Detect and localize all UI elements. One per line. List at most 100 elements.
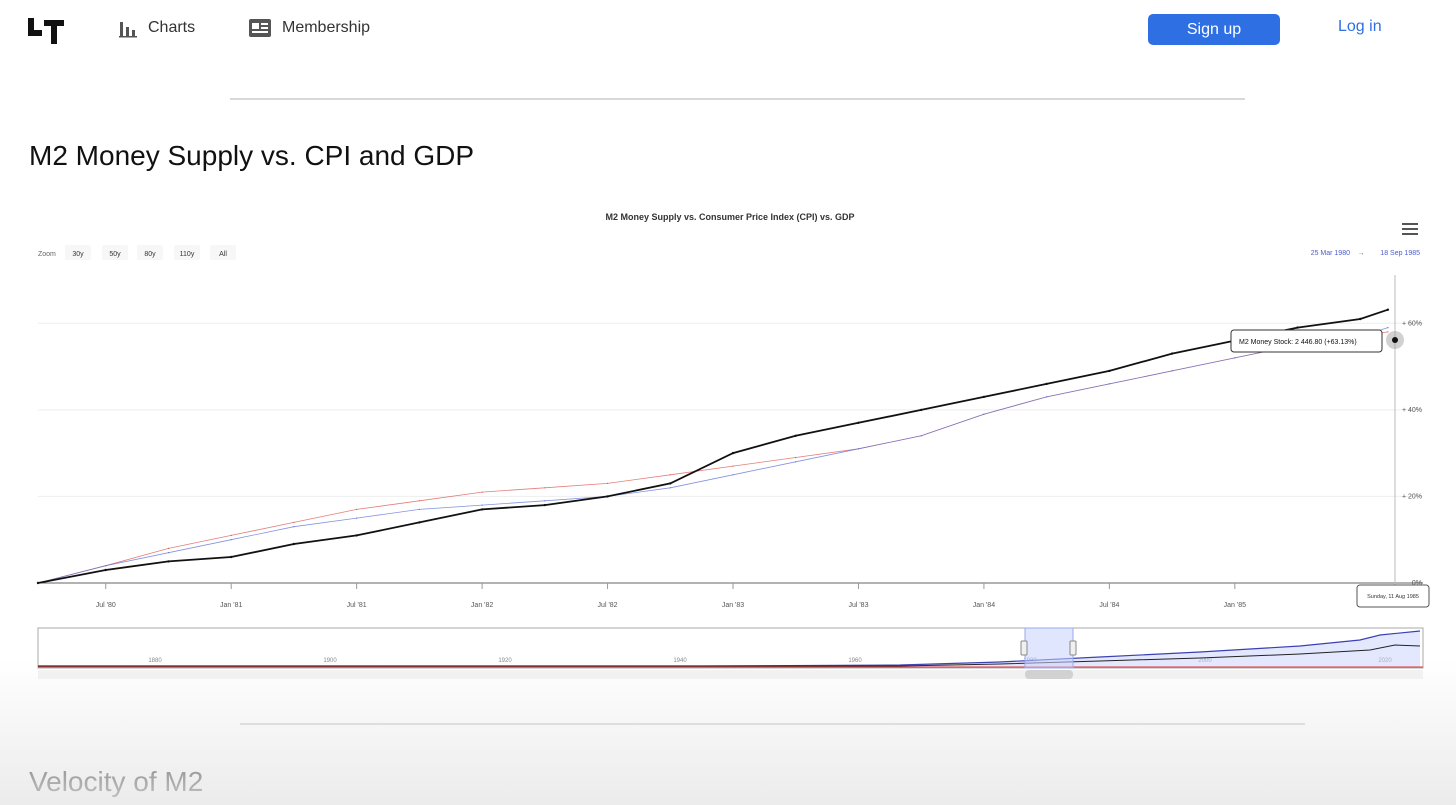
series-line-gdp (37, 327, 1389, 584)
page-title: M2 Money Supply vs. CPI and GDP (29, 140, 475, 171)
navigator[interactable]: 18801900192019401960198020002020 (37, 627, 1424, 679)
data-point (167, 560, 170, 563)
zoom-button-label: 50y (109, 251, 121, 258)
hamburger-icon (1402, 223, 1418, 235)
navigator-scrollbar-thumb[interactable] (1025, 670, 1073, 679)
data-point (1387, 327, 1389, 329)
navigator-tick-label: 1900 (323, 658, 337, 664)
x-tick-label: Jul '83 (848, 602, 868, 609)
zoom-button-label: All (219, 251, 227, 258)
data-point (293, 521, 295, 523)
data-point (732, 465, 734, 467)
x-tick-label: Jul '81 (347, 602, 367, 609)
zoom-button-label: 80y (144, 251, 156, 258)
data-point (481, 491, 483, 493)
data-point (418, 508, 420, 510)
data-point (669, 487, 671, 489)
range-from[interactable]: 25 Mar 1980 (1311, 250, 1350, 257)
zoom-button-30y[interactable]: 30y (65, 245, 91, 260)
data-point (1359, 317, 1362, 321)
navigator-tick-label: 1880 (148, 658, 162, 664)
data-point (293, 526, 295, 528)
divider-bottom (240, 723, 1305, 725)
bottom-fade-overlay (0, 660, 1456, 805)
y-tick-label: + 20% (1402, 493, 1422, 500)
data-point (920, 435, 922, 437)
data-point (543, 503, 546, 507)
x-axis: Jul '80 Jan '81 Jul '81 Jan '82 Jul '82 Jan '… (96, 583, 1246, 609)
hover-point (1392, 337, 1398, 343)
data-point (920, 408, 923, 412)
navigator-tick-label: 1960 (848, 658, 862, 664)
y-tick-label: + 60% (1402, 320, 1422, 327)
data-point (104, 568, 107, 572)
membership-card-icon (249, 19, 271, 37)
data-point (1170, 352, 1174, 355)
crosshair-date-text: Sunday, 11 Aug 1985 (1367, 594, 1419, 600)
data-point (1108, 383, 1110, 385)
data-point (544, 487, 546, 489)
chart-menu-button[interactable] (1398, 220, 1422, 240)
zoom-button-group: 30y 50y 80y 110y All (65, 245, 236, 260)
plot-grid (38, 322, 1423, 584)
data-point (230, 539, 232, 541)
nav-membership-link[interactable]: Membership (248, 18, 370, 38)
data-point (292, 542, 296, 546)
data-point (356, 508, 358, 510)
log-in-link[interactable]: Log in (1338, 18, 1382, 35)
data-point (669, 474, 671, 476)
zoom-button-50y[interactable]: 50y (102, 245, 128, 260)
data-point (1386, 308, 1390, 311)
data-point (795, 461, 797, 463)
data-point (795, 456, 797, 459)
data-point (983, 413, 985, 415)
x-tick-label: Jul '84 (1099, 602, 1119, 609)
series-line-cpi (37, 331, 1388, 584)
y-tick-label: + 40% (1402, 407, 1422, 414)
zoom-button-80y[interactable]: 80y (137, 245, 163, 260)
zoom-label: Zoom (38, 251, 56, 258)
data-point (1046, 396, 1048, 398)
navigator-left-handle[interactable] (1020, 640, 1028, 656)
x-tick-label: Jan '83 (722, 602, 744, 609)
y-axis: 0% + 20% + 40% + 60% (1402, 320, 1422, 587)
nav-membership-label: Membership (282, 19, 371, 36)
data-point (1108, 369, 1111, 373)
tooltip-text: M2 Money Stock: 2 446.80 (+63.13%) (1239, 339, 1357, 346)
data-point (1045, 382, 1048, 386)
logo-icon (28, 18, 64, 44)
data-point (1296, 326, 1299, 329)
data-point (167, 547, 170, 549)
data-point (732, 474, 734, 476)
site-logo[interactable] (26, 14, 66, 46)
crosshair-date-label: Sunday, 11 Aug 1985 (1356, 584, 1430, 608)
data-point (230, 534, 232, 536)
data-point (418, 521, 421, 524)
nav-charts-label: Charts (148, 19, 196, 36)
nav-charts-link[interactable]: Charts (118, 18, 195, 38)
zoom-button-110y[interactable]: 110y (174, 245, 200, 260)
x-tick-label: Jan '84 (973, 602, 995, 609)
data-point (1171, 370, 1173, 372)
x-tick-label: Jan '81 (220, 602, 242, 609)
navigator-scrollbar-track[interactable] (38, 670, 1423, 679)
data-point (606, 495, 609, 498)
data-point (857, 421, 860, 424)
zoom-button-all[interactable]: All (210, 245, 236, 260)
velocity-section-title: Velocity of M2 (29, 766, 204, 797)
data-point (1387, 331, 1389, 333)
range-to[interactable]: 18 Sep 1985 (1380, 250, 1420, 257)
data-point (355, 534, 358, 537)
data-point (418, 500, 420, 502)
data-point (167, 552, 170, 554)
data-point (105, 565, 107, 567)
navigator-tick-label: 1920 (498, 658, 512, 664)
navigator-right-handle[interactable] (1069, 640, 1077, 656)
top-nav-bar: Charts Membership Sign up Log in (0, 0, 1456, 60)
sign-up-button[interactable]: Sign up (1148, 14, 1280, 45)
chart-title: M2 Money Supply vs. Consumer Price Index… (605, 212, 854, 222)
data-point (36, 581, 40, 585)
series-line-m2-money-stock (37, 308, 1389, 584)
data-point (607, 482, 609, 484)
navigator-selection[interactable] (1024, 627, 1074, 669)
